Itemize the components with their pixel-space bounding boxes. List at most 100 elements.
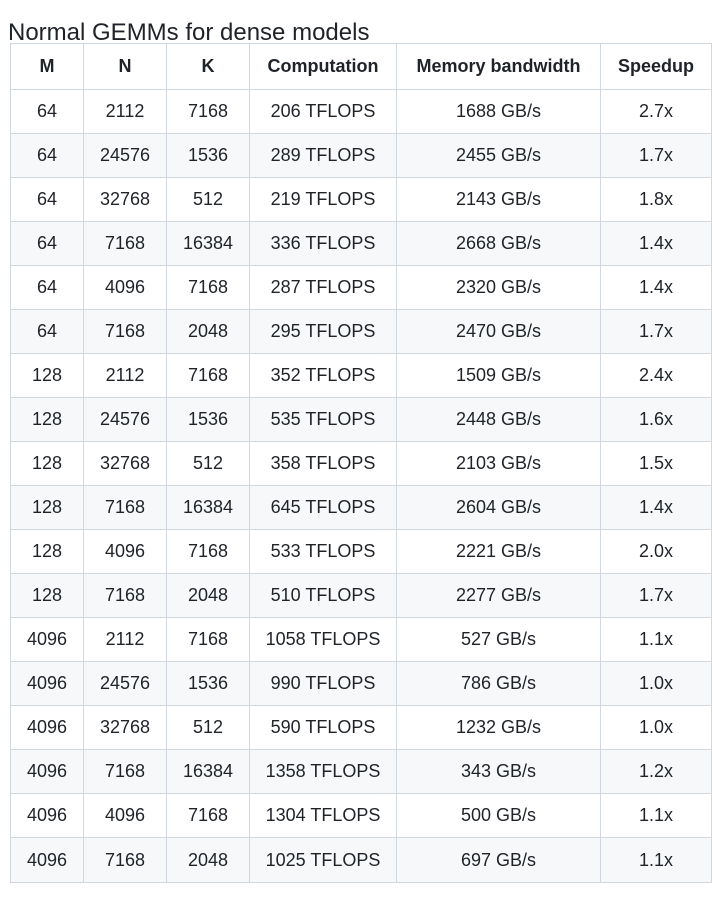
cell-k: 7168 bbox=[166, 793, 250, 838]
cell-n: 24576 bbox=[83, 661, 167, 706]
cell-m: 128 bbox=[10, 529, 84, 574]
column-header-n: N bbox=[83, 43, 167, 90]
cell-k: 2048 bbox=[166, 309, 250, 354]
cell-n: 4096 bbox=[83, 793, 167, 838]
table-row: 64 7168 16384 336 TFLOPS 2668 GB/s 1.4x bbox=[10, 221, 712, 266]
cell-memory-bandwidth: 2143 GB/s bbox=[396, 177, 601, 222]
column-header-computation: Computation bbox=[249, 43, 397, 90]
cell-memory-bandwidth: 2455 GB/s bbox=[396, 133, 601, 178]
cell-speedup: 1.4x bbox=[600, 265, 712, 310]
cell-computation: 645 TFLOPS bbox=[249, 485, 397, 530]
cell-n: 4096 bbox=[83, 265, 167, 310]
cell-speedup: 1.4x bbox=[600, 485, 712, 530]
cell-k: 16384 bbox=[166, 221, 250, 266]
cell-speedup: 1.5x bbox=[600, 441, 712, 486]
cell-computation: 206 TFLOPS bbox=[249, 89, 397, 134]
cell-memory-bandwidth: 2470 GB/s bbox=[396, 309, 601, 354]
cell-computation: 336 TFLOPS bbox=[249, 221, 397, 266]
cell-memory-bandwidth: 1232 GB/s bbox=[396, 705, 601, 750]
table-header-row: M N K Computation Memory bandwidth Speed… bbox=[10, 43, 712, 90]
cell-n: 7168 bbox=[83, 221, 167, 266]
cell-n: 32768 bbox=[83, 441, 167, 486]
cell-n: 32768 bbox=[83, 705, 167, 750]
table-row: 4096 2112 7168 1058 TFLOPS 527 GB/s 1.1x bbox=[10, 617, 712, 662]
cell-memory-bandwidth: 697 GB/s bbox=[396, 837, 601, 883]
table-row: 64 7168 2048 295 TFLOPS 2470 GB/s 1.7x bbox=[10, 309, 712, 354]
cell-computation: 295 TFLOPS bbox=[249, 309, 397, 354]
cell-memory-bandwidth: 527 GB/s bbox=[396, 617, 601, 662]
cell-computation: 287 TFLOPS bbox=[249, 265, 397, 310]
cell-computation: 535 TFLOPS bbox=[249, 397, 397, 442]
cell-computation: 219 TFLOPS bbox=[249, 177, 397, 222]
cell-n: 7168 bbox=[83, 485, 167, 530]
cell-speedup: 1.4x bbox=[600, 221, 712, 266]
cell-m: 64 bbox=[10, 89, 84, 134]
cell-speedup: 2.7x bbox=[600, 89, 712, 134]
cell-computation: 289 TFLOPS bbox=[249, 133, 397, 178]
cell-memory-bandwidth: 786 GB/s bbox=[396, 661, 601, 706]
page-title: Normal GEMMs for dense models bbox=[8, 18, 370, 46]
table-row: 64 32768 512 219 TFLOPS 2143 GB/s 1.8x bbox=[10, 177, 712, 222]
cell-memory-bandwidth: 2103 GB/s bbox=[396, 441, 601, 486]
cell-computation: 510 TFLOPS bbox=[249, 573, 397, 618]
cell-computation: 990 TFLOPS bbox=[249, 661, 397, 706]
cell-k: 7168 bbox=[166, 353, 250, 398]
cell-m: 4096 bbox=[10, 749, 84, 794]
cell-speedup: 1.2x bbox=[600, 749, 712, 794]
cell-k: 512 bbox=[166, 177, 250, 222]
cell-k: 1536 bbox=[166, 661, 250, 706]
cell-m: 4096 bbox=[10, 705, 84, 750]
cell-memory-bandwidth: 2221 GB/s bbox=[396, 529, 601, 574]
table-row: 4096 4096 7168 1304 TFLOPS 500 GB/s 1.1x bbox=[10, 793, 712, 838]
cell-k: 16384 bbox=[166, 485, 250, 530]
cell-speedup: 1.1x bbox=[600, 617, 712, 662]
cell-m: 4096 bbox=[10, 617, 84, 662]
cell-computation: 533 TFLOPS bbox=[249, 529, 397, 574]
table-row: 64 4096 7168 287 TFLOPS 2320 GB/s 1.4x bbox=[10, 265, 712, 310]
cell-computation: 1358 TFLOPS bbox=[249, 749, 397, 794]
cell-speedup: 2.4x bbox=[600, 353, 712, 398]
cell-memory-bandwidth: 2320 GB/s bbox=[396, 265, 601, 310]
table-row: 64 2112 7168 206 TFLOPS 1688 GB/s 2.7x bbox=[10, 89, 712, 134]
cell-memory-bandwidth: 343 GB/s bbox=[396, 749, 601, 794]
cell-computation: 1058 TFLOPS bbox=[249, 617, 397, 662]
table-row: 4096 7168 16384 1358 TFLOPS 343 GB/s 1.2x bbox=[10, 749, 712, 794]
cell-memory-bandwidth: 1509 GB/s bbox=[396, 353, 601, 398]
table-row: 64 24576 1536 289 TFLOPS 2455 GB/s 1.7x bbox=[10, 133, 712, 178]
column-header-speedup: Speedup bbox=[600, 43, 712, 90]
cell-n: 24576 bbox=[83, 397, 167, 442]
cell-n: 7168 bbox=[83, 573, 167, 618]
cell-k: 16384 bbox=[166, 749, 250, 794]
cell-speedup: 1.1x bbox=[600, 837, 712, 883]
cell-k: 1536 bbox=[166, 133, 250, 178]
cell-m: 64 bbox=[10, 133, 84, 178]
cell-n: 2112 bbox=[83, 353, 167, 398]
cell-n: 2112 bbox=[83, 89, 167, 134]
cell-memory-bandwidth: 2668 GB/s bbox=[396, 221, 601, 266]
cell-k: 2048 bbox=[166, 573, 250, 618]
cell-m: 128 bbox=[10, 353, 84, 398]
cell-m: 128 bbox=[10, 441, 84, 486]
column-header-m: M bbox=[10, 43, 84, 90]
table-row: 4096 32768 512 590 TFLOPS 1232 GB/s 1.0x bbox=[10, 705, 712, 750]
table-row: 128 7168 16384 645 TFLOPS 2604 GB/s 1.4x bbox=[10, 485, 712, 530]
cell-speedup: 1.7x bbox=[600, 573, 712, 618]
cell-speedup: 2.0x bbox=[600, 529, 712, 574]
cell-speedup: 1.7x bbox=[600, 133, 712, 178]
cell-m: 4096 bbox=[10, 661, 84, 706]
cell-m: 128 bbox=[10, 397, 84, 442]
cell-m: 128 bbox=[10, 573, 84, 618]
cell-m: 4096 bbox=[10, 793, 84, 838]
cell-k: 7168 bbox=[166, 617, 250, 662]
cell-m: 4096 bbox=[10, 837, 84, 883]
cell-k: 7168 bbox=[166, 265, 250, 310]
table-row: 128 24576 1536 535 TFLOPS 2448 GB/s 1.6x bbox=[10, 397, 712, 442]
table-row: 4096 24576 1536 990 TFLOPS 786 GB/s 1.0x bbox=[10, 661, 712, 706]
cell-n: 7168 bbox=[83, 309, 167, 354]
cell-n: 32768 bbox=[83, 177, 167, 222]
cell-speedup: 1.0x bbox=[600, 705, 712, 750]
cell-memory-bandwidth: 2448 GB/s bbox=[396, 397, 601, 442]
column-header-k: K bbox=[166, 43, 250, 90]
cell-speedup: 1.7x bbox=[600, 309, 712, 354]
cell-m: 128 bbox=[10, 485, 84, 530]
